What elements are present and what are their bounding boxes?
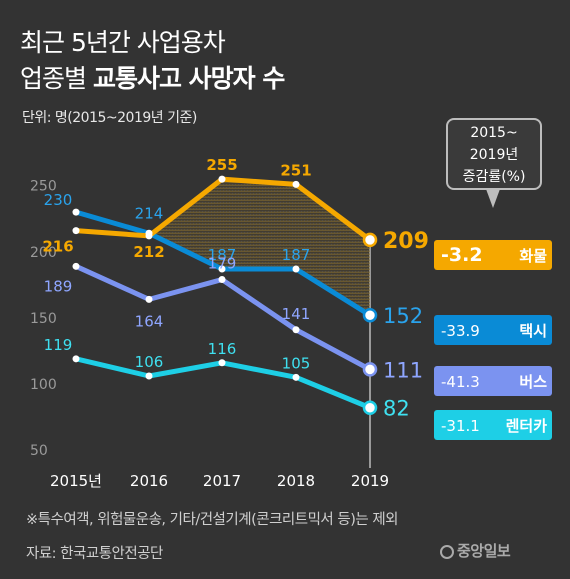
- chart-title-line2-plain: 업종별: [20, 64, 93, 93]
- rental-car-point: [218, 359, 226, 367]
- taxi-point: [218, 265, 226, 273]
- bus-change-badge: [434, 366, 552, 396]
- bus-point: [218, 276, 226, 284]
- bus-data-label: 189: [44, 277, 73, 295]
- bus-series-name: 버스: [519, 373, 547, 391]
- bus-point: [145, 295, 153, 303]
- freight-point: [218, 175, 226, 183]
- freight-data-label: 216: [42, 238, 73, 256]
- chart-title-line1: 최근 5년간 사업용차: [20, 28, 226, 57]
- rental-car-series-name: 렌터카: [506, 417, 548, 435]
- y-tick-label: 100: [30, 377, 57, 393]
- bus-point: [362, 362, 378, 377]
- x-tick-label: 2016: [130, 472, 168, 490]
- rental-car-point: [145, 372, 153, 380]
- taxi-point: [72, 208, 80, 216]
- logo-text: 중앙일보: [457, 542, 511, 560]
- callout-pointer: [486, 189, 500, 208]
- taxi-end-value: 152: [383, 304, 423, 328]
- taxi-change-badge: [434, 315, 552, 345]
- freight-shaded-area: [76, 179, 370, 316]
- taxi-data-label: 187: [208, 246, 237, 264]
- bus-end-value: 111: [383, 358, 423, 382]
- bus-data-label: 164: [135, 312, 164, 330]
- freight-change-value: -3.2: [441, 244, 483, 266]
- rental-car-data-label: 106: [135, 353, 164, 371]
- chart-title-line2: 업종별 교통사고 사망자 수: [20, 64, 285, 93]
- rental-car-point: [292, 373, 300, 381]
- callout-line3: 증감률(%): [462, 169, 526, 185]
- taxi-point: [362, 307, 378, 323]
- callout-line1: 2015~: [470, 125, 518, 141]
- unit-label: 단위: 명(2015~2019년 기준): [22, 110, 197, 126]
- bus-point: [292, 326, 300, 334]
- y-tick-label: 50: [30, 443, 48, 459]
- y-tick-label: 150: [30, 311, 57, 327]
- freight-data-label: 212: [133, 243, 164, 261]
- publisher-logo: 중앙일보: [440, 540, 511, 561]
- change-rate-callout: 2015~ 2019년 증감률(%): [446, 118, 542, 190]
- taxi-point: [145, 229, 153, 237]
- taxi-data-label: 214: [135, 204, 164, 222]
- taxi-series-name: 택시: [519, 322, 547, 340]
- footnote: ※특수여객, 위험물운송, 기타/건설기계(콘크리트믹서 등)는 제외: [26, 512, 399, 528]
- rental-car-change-badge: [434, 410, 552, 440]
- taxi-data-label: 230: [44, 191, 73, 209]
- rental-car-point: [362, 400, 378, 415]
- freight-end-value: 209: [383, 229, 429, 254]
- taxi-data-label: 187: [282, 246, 311, 264]
- bus-point: [72, 262, 80, 270]
- freight-data-label: 255: [206, 156, 237, 174]
- rental-car-data-label: 116: [208, 340, 237, 358]
- callout-line2: 2019년: [469, 147, 519, 163]
- freight-data-label: 251: [280, 161, 311, 179]
- freight-series-name: 화물: [519, 247, 547, 265]
- x-tick-label: 2015년: [50, 472, 102, 490]
- freight-change-badge: [434, 240, 552, 270]
- bus-data-label: 141: [282, 305, 311, 323]
- taxi-change-value: -33.9: [441, 322, 480, 340]
- bus-change-value: -41.3: [441, 373, 480, 391]
- rental-car-point: [72, 355, 80, 363]
- x-tick-label: 2019: [351, 472, 389, 490]
- freight-point: [72, 227, 80, 235]
- x-tick-label: 2017: [203, 472, 241, 490]
- x-tick-label: 2018: [277, 472, 315, 490]
- y-tick-label: 250: [30, 179, 57, 195]
- rental-car-end-value: 82: [383, 397, 410, 421]
- rental-car-data-label: 105: [282, 354, 311, 372]
- source-note: 자료: 한국교통안전공단: [26, 546, 163, 562]
- y-tick-label: 200: [30, 245, 57, 261]
- freight-point: [362, 232, 378, 248]
- freight-point: [292, 180, 300, 188]
- taxi-point: [292, 265, 300, 273]
- chart-title-line2-bold: 교통사고 사망자 수: [92, 64, 285, 93]
- rental-car-change-value: -31.1: [441, 417, 480, 435]
- rental-car-line: [73, 356, 373, 411]
- rental-car-data-label: 119: [44, 336, 73, 354]
- logo-mark-icon: [440, 545, 454, 559]
- bus-data-label: 179: [208, 255, 237, 273]
